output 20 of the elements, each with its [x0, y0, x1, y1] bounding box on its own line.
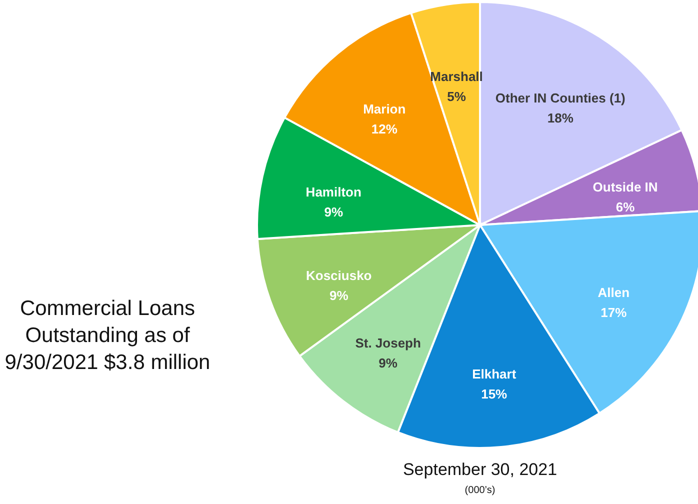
- data-label: 15%: [481, 386, 508, 402]
- data-label: 9%: [324, 204, 344, 220]
- slice-label: Marion: [363, 101, 406, 116]
- data-label: 9%: [329, 288, 349, 303]
- slice-label: Other IN Counties (1): [495, 90, 626, 106]
- slice-label: Elkhart: [472, 366, 517, 382]
- data-label: 9%: [378, 356, 398, 371]
- slice-label: Kosciusko: [306, 268, 372, 283]
- text: (000’s): [464, 485, 496, 496]
- text: September 30, 2021: [402, 460, 558, 480]
- slice-label: Hamilton: [306, 184, 362, 200]
- data-label: 6%: [616, 200, 636, 215]
- data-label: 18%: [547, 110, 574, 126]
- data-label: 5%: [447, 88, 466, 104]
- slice-label: Outside IN: [592, 180, 658, 195]
- text: Commercial Loans Outstanding as of 9/30/2021 $3.8 million: [4, 296, 212, 376]
- slice-label: Allen: [598, 285, 630, 300]
- slice-label: St. Joseph: [355, 336, 421, 351]
- data-label: 12%: [371, 121, 398, 136]
- data-label: 17%: [600, 305, 628, 320]
